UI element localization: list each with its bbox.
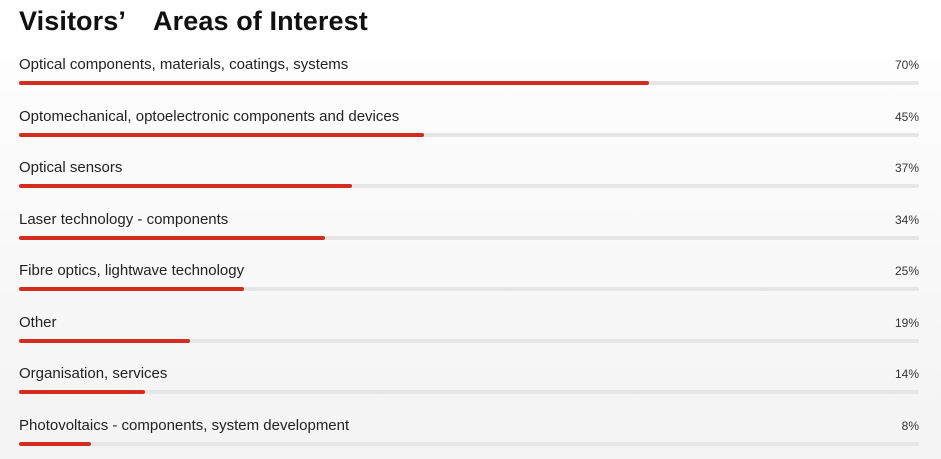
bar-track: [19, 441, 919, 446]
bar-list: Optical components, materials, coatings,…: [19, 41, 919, 453]
category-label: Other: [19, 313, 57, 331]
bar: [19, 287, 244, 291]
bar: [19, 132, 424, 137]
value-label: 19%: [894, 315, 919, 330]
category-label: Optical sensors: [19, 159, 123, 176]
bar-track: [19, 390, 919, 394]
value-label: 8%: [901, 418, 919, 433]
category-label: Photovoltaics - components, system devel…: [19, 416, 350, 434]
bar-row: Fibre optics, lightwave technology 25%: [19, 247, 919, 299]
bar-row: Photovoltaics - components, system devel…: [19, 402, 919, 454]
chart-title: Visitors’ Areas of Interest: [19, 6, 368, 36]
bar: [19, 390, 145, 394]
bar: [19, 81, 649, 85]
category-label: Fibre optics, lightwave technology: [19, 262, 245, 279]
bar-row: Optical components, materials, coatings,…: [19, 41, 919, 93]
bar-track: [19, 132, 919, 137]
bar: [19, 441, 91, 446]
bar-track: [19, 338, 919, 343]
bar-track: [19, 81, 919, 85]
bar-row: Optomechanical, optoelectronic component…: [19, 93, 919, 145]
bar-row: Other 19%: [19, 299, 919, 351]
bar: [19, 235, 325, 240]
bar-track: [19, 235, 919, 240]
bar-track: [19, 184, 919, 188]
bar-row: Optical sensors 37%: [19, 144, 919, 196]
value-label: 37%: [894, 161, 919, 175]
category-label: Optical components, materials, coatings,…: [19, 56, 349, 73]
bar-track: [19, 287, 919, 291]
bar: [19, 184, 352, 188]
value-label: 14%: [894, 367, 919, 381]
value-label: 25%: [894, 264, 919, 278]
category-label: Laser technology - components: [19, 210, 229, 228]
bar: [19, 338, 190, 343]
bar-row: Laser technology - components 34%: [19, 196, 919, 248]
category-label: Organisation, services: [19, 365, 168, 382]
bar-row: Organisation, services 14%: [19, 350, 919, 402]
value-label: 45%: [894, 109, 919, 124]
value-label: 34%: [894, 212, 919, 227]
value-label: 70%: [894, 58, 919, 72]
category-label: Optomechanical, optoelectronic component…: [19, 107, 400, 125]
